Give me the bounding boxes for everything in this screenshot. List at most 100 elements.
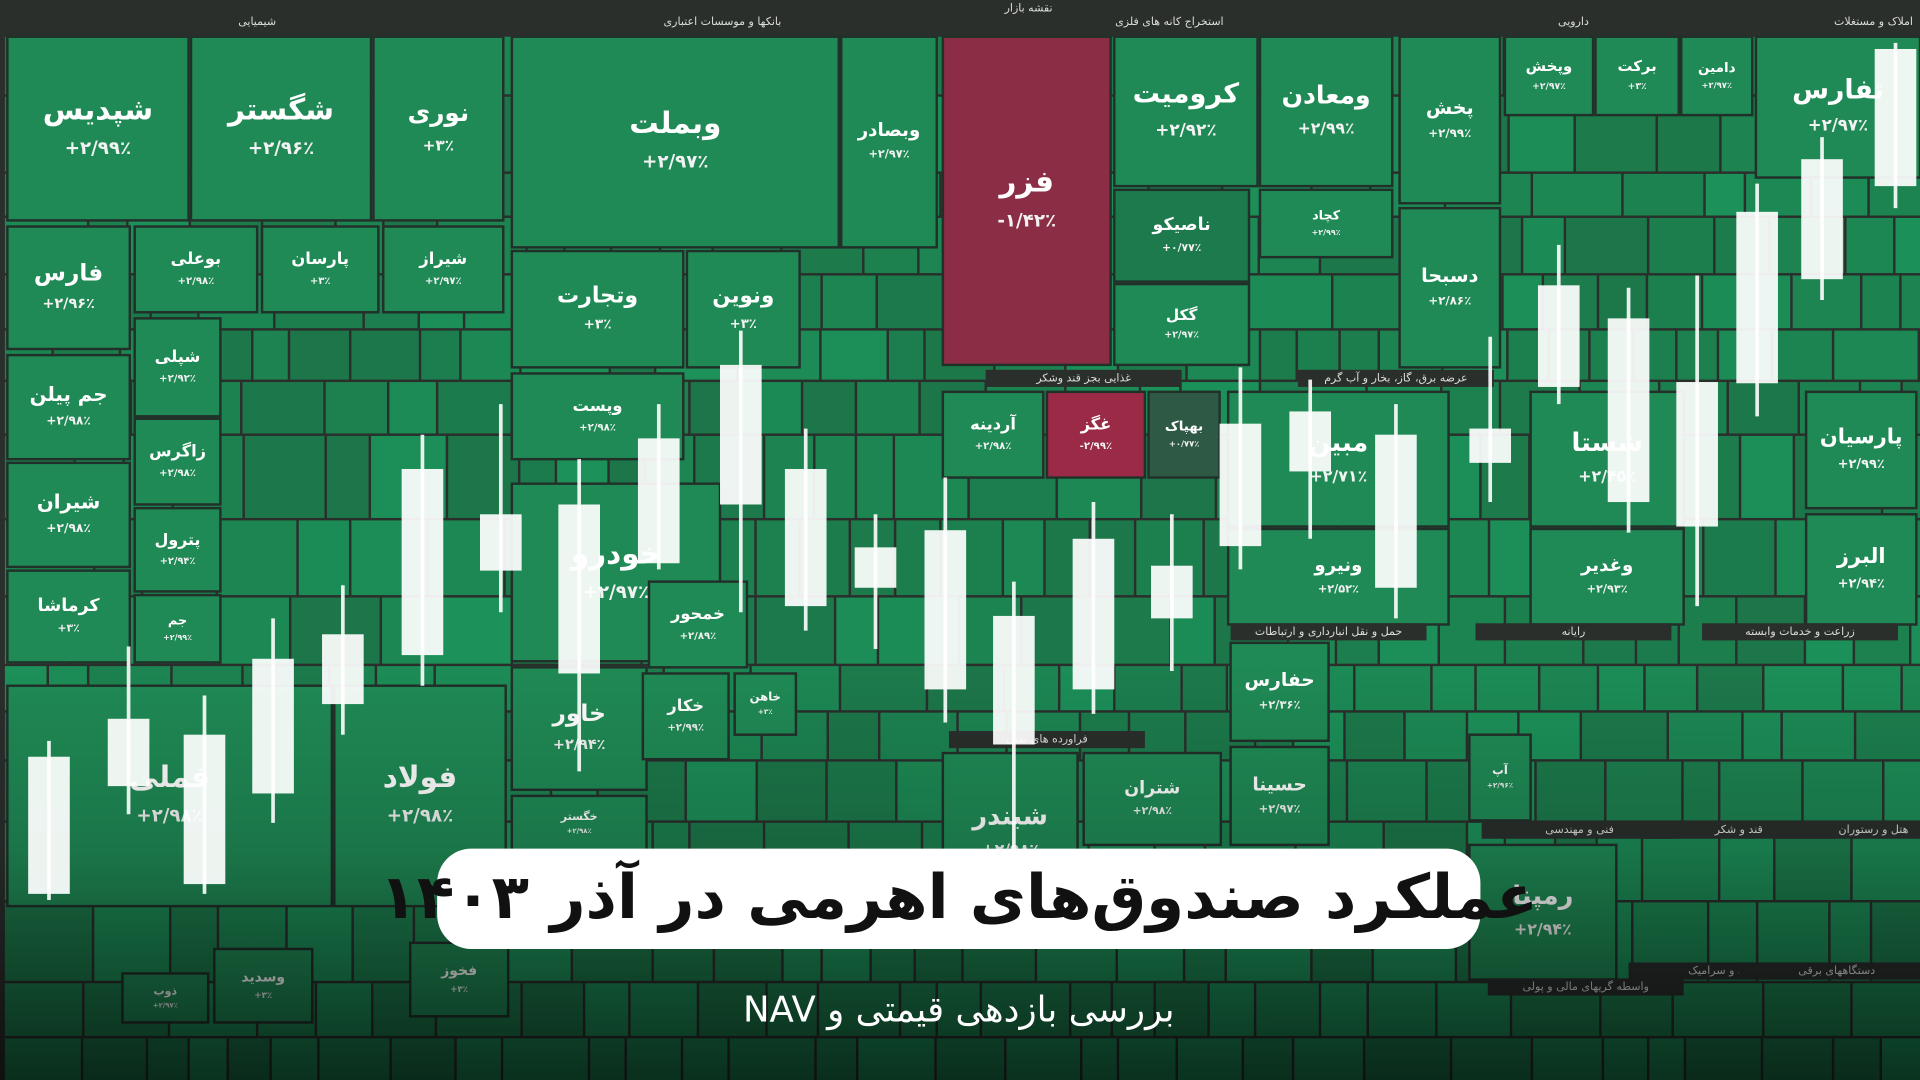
tile-name: وپست — [573, 396, 623, 416]
tile — [382, 225, 505, 314]
tile-change: +۲/۹۲٪ — [159, 374, 196, 385]
candlesticks — [28, 42, 1917, 900]
tile — [133, 593, 222, 664]
candle-body — [1537, 285, 1580, 387]
sector-band — [1230, 623, 1427, 641]
tile-name: ومعادن — [1282, 80, 1371, 110]
tile — [133, 506, 222, 593]
candle-body — [401, 468, 444, 656]
tile-name: دامین — [1698, 60, 1736, 76]
tile — [1113, 188, 1251, 283]
candle-body — [854, 547, 897, 588]
candle-body — [1801, 159, 1843, 280]
candle-body — [924, 530, 967, 690]
tile-change: +۲/۹۸٪ — [159, 468, 196, 479]
candle-body — [1289, 411, 1332, 472]
tile-change: +۲/۸۹٪ — [680, 631, 717, 642]
candle-body — [784, 468, 827, 607]
filler-tile — [1792, 275, 1860, 329]
filler-tile — [242, 382, 324, 434]
tile-name: پترول — [155, 530, 201, 550]
filler-tile — [215, 597, 289, 664]
filler-tile — [389, 382, 436, 434]
filler-tile — [461, 330, 520, 380]
tile-name: جم — [168, 614, 187, 629]
tile — [1147, 390, 1221, 479]
tile-name: جم پیلن — [30, 383, 108, 407]
sector-band — [1297, 369, 1494, 387]
tile — [1113, 282, 1251, 367]
filler-tile — [877, 275, 943, 329]
tile-change: +۰/۷۷٪ — [1169, 439, 1199, 449]
filler-tile — [888, 330, 924, 380]
sector-band — [159, 13, 356, 31]
filler-tile — [325, 382, 387, 434]
filler-tile — [756, 597, 834, 664]
sector-band — [1702, 623, 1898, 641]
filler-tile — [803, 382, 855, 434]
filler-tile — [217, 520, 297, 596]
tile-name: بوعلی — [171, 249, 222, 268]
tile-change: +۲/۸۶٪ — [1428, 294, 1471, 308]
tile-change: +۲/۹۹٪ — [1298, 120, 1355, 138]
tile-change: -۲/۹۹٪ — [1080, 441, 1112, 452]
tile — [1398, 206, 1502, 369]
tile-name: زاگرس — [149, 441, 206, 460]
tile-name: شگستر — [226, 92, 334, 126]
filler-tile — [1704, 520, 1775, 596]
tile-name: پارسیان — [1820, 424, 1903, 448]
tile — [6, 353, 132, 461]
candle-body — [993, 615, 1035, 745]
tile — [133, 317, 222, 418]
tile-change: +۲/۹۷٪ — [1702, 80, 1732, 90]
tile — [1398, 35, 1502, 205]
filler-tile — [1895, 217, 1920, 274]
filler-tile — [421, 330, 460, 380]
tile — [1529, 527, 1685, 626]
sector-band — [624, 13, 821, 31]
sector-label: غذایی بجز قند وشکر — [1035, 371, 1131, 384]
tile — [941, 390, 1045, 479]
sector-band — [1775, 13, 1920, 31]
tile-change: +۲/۹۲٪ — [1155, 119, 1216, 139]
tile — [1113, 35, 1259, 188]
filler-tile — [1648, 275, 1701, 329]
candle-body — [720, 364, 762, 505]
tile-name: خمحور — [670, 604, 725, 623]
tile — [1529, 390, 1685, 528]
sector-label: حمل و نقل انبارداری و ارتباطات — [1255, 625, 1402, 638]
filler-tile — [1246, 275, 1332, 329]
tile-change: +۲/۹۸٪ — [579, 423, 616, 434]
candle-body — [558, 504, 600, 674]
tile-change: +۳٪ — [310, 276, 331, 287]
sector-label: رایانه — [1562, 625, 1586, 638]
tile — [1804, 513, 1918, 626]
tile-name: تفارس — [1792, 75, 1884, 106]
tile-name: البرز — [1836, 544, 1886, 568]
filler-tile — [1862, 275, 1900, 329]
tile-change: +۲/۹۷٪ — [642, 152, 708, 173]
filler-tile — [448, 435, 518, 518]
tile-change: +۲/۹۶٪ — [248, 138, 314, 159]
candle-body — [480, 514, 522, 571]
sector-label: زراعت و خدمات وابسته — [1745, 625, 1855, 638]
filler-tile — [244, 435, 325, 518]
tile-change: +۳٪ — [1628, 81, 1647, 92]
tile-change: -۱/۴۲٪ — [997, 210, 1056, 231]
sector-label: عرضه برق، گاز، بخار و آب گرم — [1324, 370, 1467, 384]
tile-name: ونوین — [712, 283, 774, 308]
tile-name: شیراز — [418, 249, 467, 268]
tile — [260, 225, 380, 314]
tile-name: فزر — [998, 165, 1054, 199]
tile-change: +۲/۹۸٪ — [46, 521, 91, 535]
filler-tile — [253, 330, 288, 380]
tile — [133, 225, 259, 314]
tile-change: +۲/۹۷٪ — [425, 276, 462, 287]
tile-change: +۲/۹۷٪ — [1532, 81, 1566, 92]
tile-name: پارسان — [291, 249, 349, 269]
tile-change: +۲/۹۸٪ — [178, 276, 215, 287]
filler-tile — [821, 330, 887, 380]
candle-body — [1874, 48, 1917, 187]
tile — [1503, 35, 1595, 117]
